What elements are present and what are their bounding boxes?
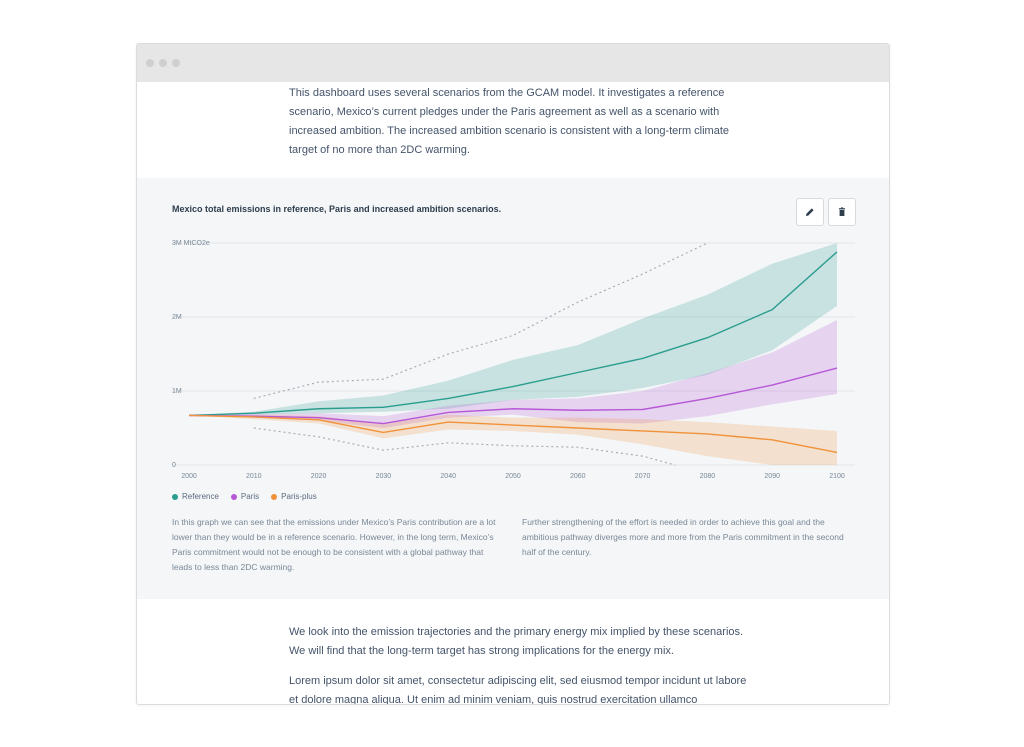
series-line <box>188 367 838 425</box>
legend-label: Paris-plus <box>281 492 317 501</box>
legend-item[interactable]: Reference <box>172 492 219 501</box>
x-tick-label: 2070 <box>635 473 651 480</box>
chart-note-right: Further strengthening of the effort is n… <box>522 517 844 557</box>
chart-note-left: In this graph we can see that the emissi… <box>172 517 496 572</box>
legend-label: Reference <box>182 492 219 501</box>
y-tick-label: 2M <box>172 314 182 321</box>
x-tick-label: 2000 <box>181 473 197 480</box>
x-tick-label: 2020 <box>311 473 327 480</box>
y-tick-label: 0 <box>172 462 176 469</box>
window-control-dot[interactable] <box>146 59 154 67</box>
trash-icon <box>839 207 845 216</box>
chart-panel: Mexico total emissions in reference, Par… <box>137 178 889 599</box>
outro-paragraph-2: Lorem ipsum dolor sit amet, consectetur … <box>289 675 747 705</box>
intro-paragraph: This dashboard uses several scenarios fr… <box>289 87 730 156</box>
chart-title: Mexico total emissions in reference, Par… <box>172 204 502 214</box>
x-tick-label: 2100 <box>829 473 845 480</box>
series-band <box>189 243 837 416</box>
series-band <box>189 414 837 465</box>
legend-swatch <box>271 493 278 500</box>
outro-paragraph-1: We look into the emission trajectories a… <box>289 626 744 657</box>
chart-legend: Reference Paris Paris-plus <box>172 492 317 501</box>
x-tick-label: 2030 <box>376 473 392 480</box>
emissions-chart: 0 1M 2M 3M MtCO2e 2000 2010 2020 2030 2040 2050 20… <box>172 240 855 480</box>
series-band <box>189 319 837 428</box>
lower-bound-line <box>253 427 676 466</box>
legend-swatch <box>230 493 237 500</box>
outro-section: We look into the emission trajectories a… <box>137 599 749 705</box>
y-tick-label: 1M <box>172 388 182 395</box>
y-tick-label: 3M MtCO2e <box>172 240 210 247</box>
series-line <box>188 251 838 417</box>
window-control-dot[interactable] <box>172 59 180 67</box>
series-line <box>188 414 838 454</box>
x-tick-label: 2090 <box>764 473 780 480</box>
delete-button[interactable] <box>828 198 856 226</box>
window-control-dot[interactable] <box>159 59 167 67</box>
x-tick-label: 2060 <box>570 473 586 480</box>
page-content: This dashboard uses several scenarios fr… <box>137 82 889 705</box>
legend-swatch <box>172 493 178 500</box>
window-titlebar <box>137 44 889 82</box>
x-tick-label: 2050 <box>505 473 521 480</box>
x-tick-label: 2040 <box>440 473 456 480</box>
legend-label: Paris <box>240 492 260 501</box>
legend-item[interactable]: Paris-plus <box>271 492 317 501</box>
x-tick-label: 2010 <box>246 473 262 480</box>
pencil-icon <box>806 208 814 216</box>
edit-button[interactable] <box>796 198 824 226</box>
upper-bound-line <box>253 242 708 399</box>
browser-window: This dashboard uses several scenarios fr… <box>136 43 890 705</box>
legend-item[interactable]: Paris <box>230 492 260 501</box>
x-tick-label: 2080 <box>700 473 716 480</box>
